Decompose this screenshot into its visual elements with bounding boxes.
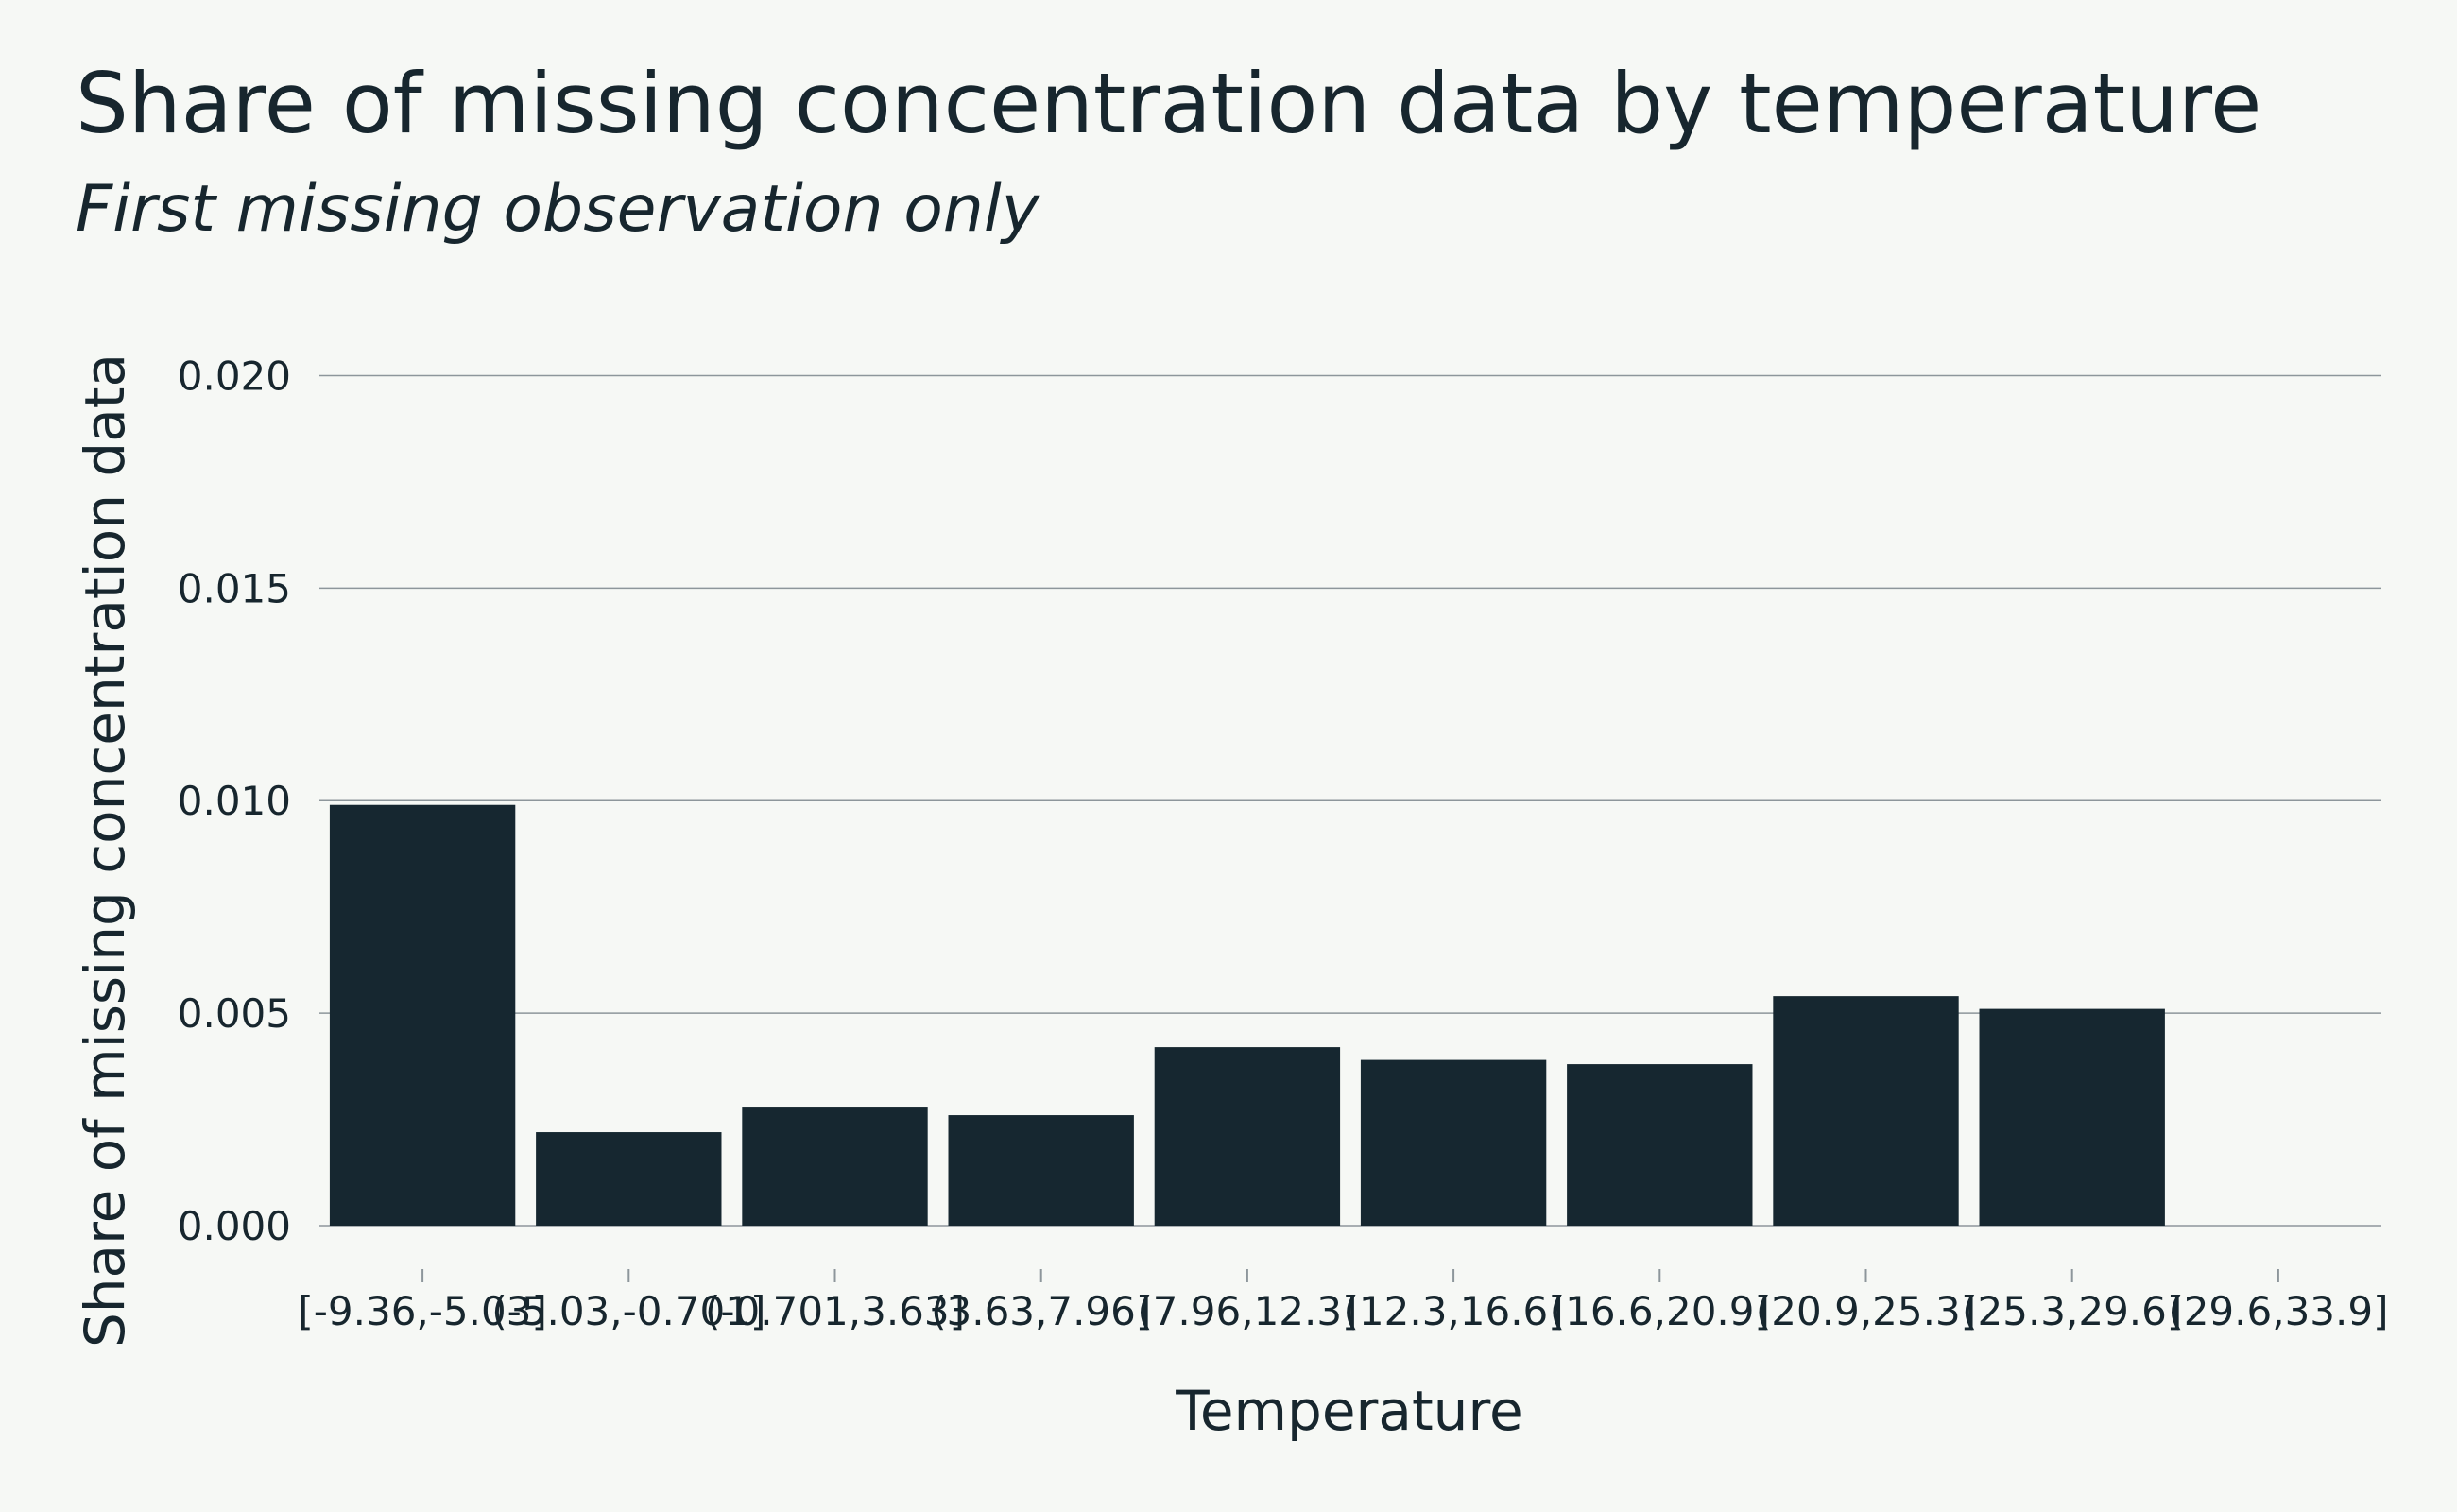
x-tick-label: (29.6,33.9] — [2168, 1288, 2388, 1334]
x-axis-title: Temperature — [1175, 1379, 1522, 1443]
x-tick-label: (7.96,12.3] — [1137, 1288, 1357, 1334]
x-tick-label: (3.63,7.96] — [931, 1288, 1151, 1334]
bar — [1979, 1008, 2165, 1226]
x-tick-label: (25.3,29.6] — [1962, 1288, 2182, 1334]
x-tick-label: [-9.36,-5.03] — [298, 1288, 546, 1334]
x-tick-label: (16.6,20.9] — [1550, 1288, 1770, 1334]
y-tick-label: 0.000 — [178, 1203, 291, 1249]
y-tick-label: 0.010 — [178, 778, 291, 824]
y-axis-title: Share of missing concentration data — [73, 353, 137, 1348]
bar — [536, 1132, 722, 1226]
y-tick-label: 0.020 — [178, 352, 291, 399]
x-tick-label: (20.9,25.3] — [1756, 1288, 1976, 1334]
bar — [329, 804, 516, 1226]
y-tick-label: 0.005 — [178, 990, 291, 1037]
chart-subtitle: First missing observation only — [76, 172, 1040, 247]
y-tick-label: 0.015 — [178, 565, 291, 611]
bars — [329, 804, 2165, 1226]
x-axis-ticks: [-9.36,-5.03](-5.03,-0.701](-0.701,3.63]… — [298, 1269, 2388, 1334]
bar — [1360, 1059, 1547, 1226]
bar — [1773, 996, 1959, 1226]
x-tick-label: (-0.701,3.63] — [705, 1288, 965, 1334]
x-tick-label: (12.3,16.6] — [1344, 1288, 1564, 1334]
bar — [742, 1107, 928, 1226]
y-axis-ticks: 0.000 0.005 0.010 0.015 0.020 — [178, 352, 291, 1249]
bar — [948, 1115, 1134, 1226]
x-tick-label: (-5.03,-0.701] — [491, 1288, 765, 1334]
chart-title: Share of missing concentration data by t… — [76, 55, 2262, 152]
bar — [1567, 1064, 1753, 1226]
bar — [1154, 1047, 1341, 1226]
